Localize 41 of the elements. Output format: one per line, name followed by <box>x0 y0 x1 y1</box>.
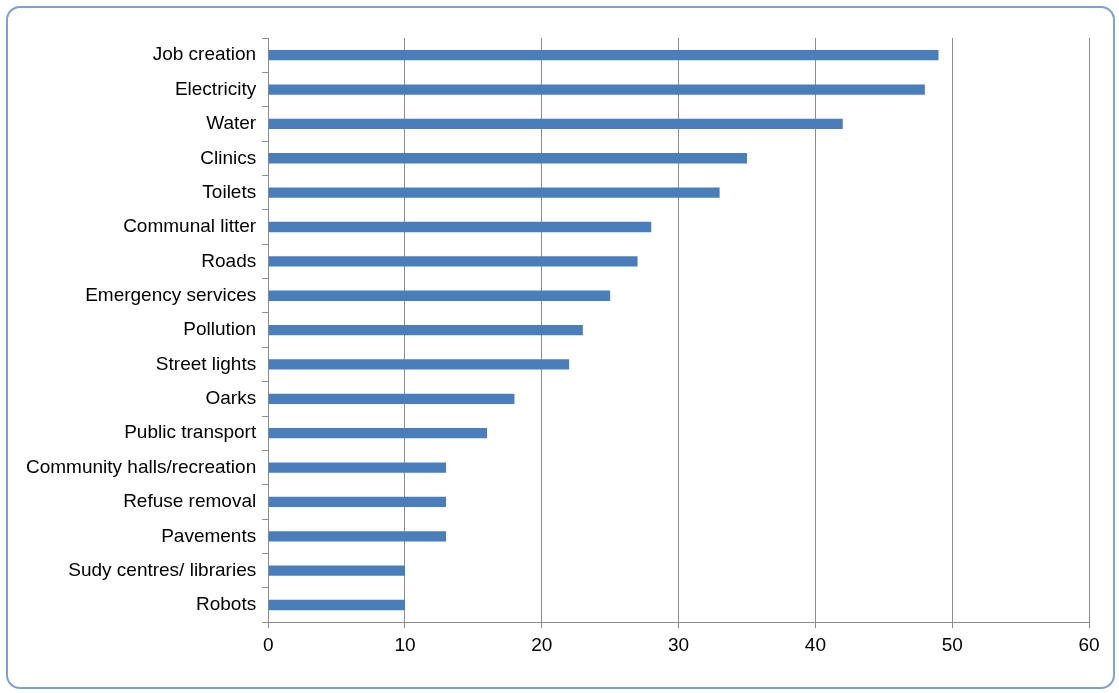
bar <box>268 462 447 473</box>
x-tick-label: 40 <box>804 633 826 655</box>
y-tick-label: Oarks <box>205 387 257 409</box>
x-tick-label: 50 <box>941 633 963 655</box>
bar <box>268 324 583 336</box>
x-tick-label: 0 <box>262 633 274 655</box>
y-tick-label: Roads <box>201 249 257 271</box>
x-tick-label: 30 <box>668 633 690 655</box>
bar <box>268 50 939 61</box>
bar <box>268 565 405 576</box>
x-tick-label: 10 <box>394 633 416 655</box>
bar <box>268 393 515 404</box>
bar <box>268 531 447 542</box>
y-tick-label: Robots <box>196 593 257 615</box>
x-tick-label: 60 <box>1078 633 1100 655</box>
y-tick-label: Public transport <box>124 421 257 443</box>
bar <box>268 599 405 611</box>
y-tick-label: Refuse removal <box>123 490 257 512</box>
y-tick-label: Sudy centres/ libraries <box>68 558 257 580</box>
bar <box>268 359 570 370</box>
y-tick-label: Toilets <box>202 180 257 202</box>
bar <box>268 428 488 439</box>
y-tick-label: Electricity <box>174 77 257 99</box>
y-tick-label: Street lights <box>155 352 257 374</box>
y-tick-label: Job creation <box>152 43 257 65</box>
y-tick-label: Communal litter <box>123 215 257 237</box>
y-tick-label: Pavements <box>161 524 257 546</box>
y-tick-label: Clinics <box>200 146 257 168</box>
bar <box>268 187 720 198</box>
y-tick-label: Water <box>206 112 257 134</box>
y-tick-label: Pollution <box>183 318 257 340</box>
bar <box>268 84 925 95</box>
bar <box>268 290 611 301</box>
y-tick-label: Community halls/recreation <box>26 455 257 477</box>
bar <box>268 496 447 508</box>
bar <box>268 118 843 130</box>
bar <box>268 221 652 233</box>
bar <box>268 256 638 267</box>
x-tick-label: 20 <box>531 633 553 655</box>
y-tick-label: Emergency services <box>85 283 257 305</box>
bar <box>268 153 747 164</box>
